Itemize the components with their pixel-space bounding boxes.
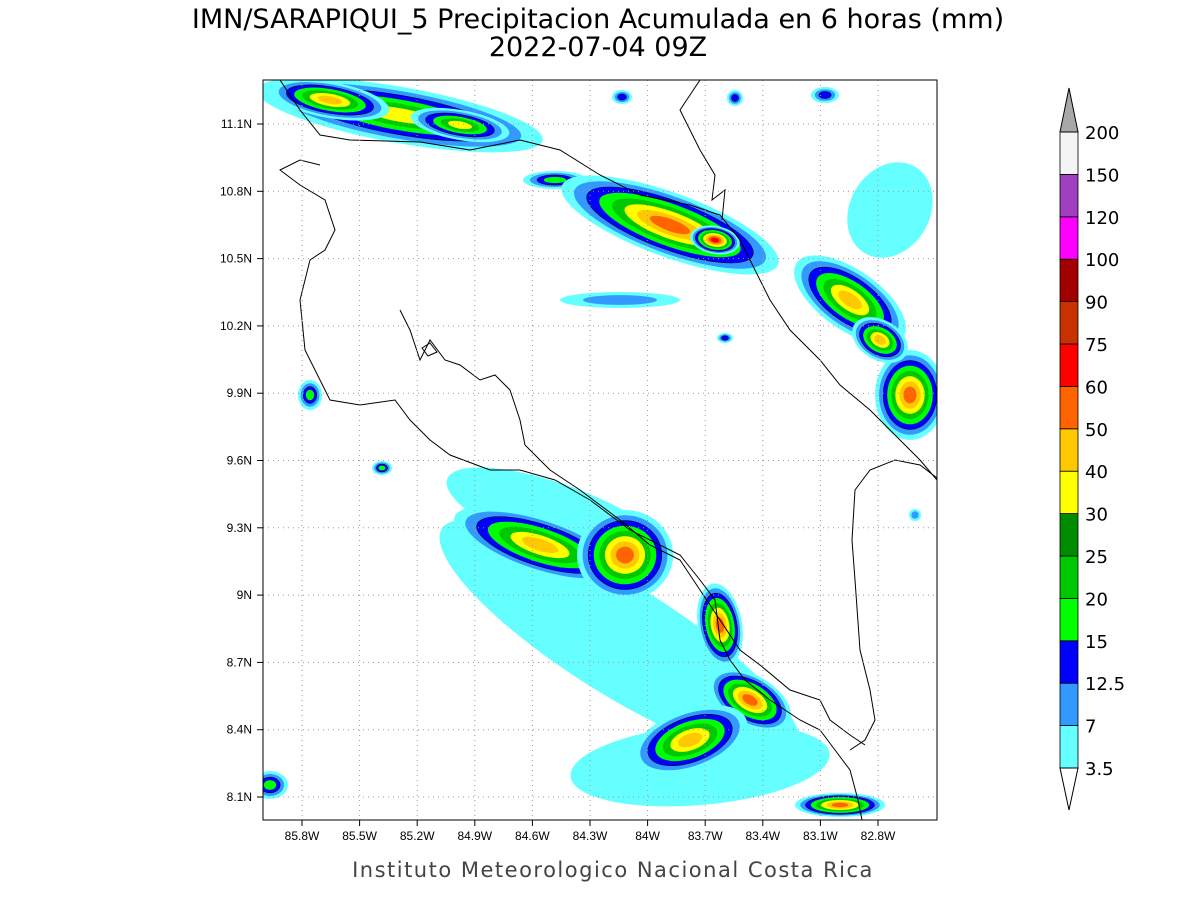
precip-contour	[378, 465, 386, 471]
colorbar-segment	[1059, 470, 1079, 515]
lat-tick-label: 8.7N	[227, 655, 252, 669]
colorbar: 3.5 7 12.5 15 20 25 30 40 50 60 75 90 100 120 150 200	[1059, 87, 1125, 811]
lon-tick-label: 84.9W	[457, 829, 492, 843]
lat-tick-label: 10.2N	[220, 319, 252, 333]
precip-contour	[721, 335, 729, 341]
colorbar-label: 30	[1085, 505, 1108, 526]
colorbar-segment	[1059, 598, 1079, 642]
subtitle: 2022-07-04 09Z	[489, 32, 707, 63]
colorbar-label: 100	[1085, 250, 1119, 271]
lon-tick-label: 85.5W	[342, 829, 377, 843]
lon-tick-label: 85.8W	[285, 829, 320, 843]
colorbar-segment	[1059, 513, 1079, 557]
lat-tick-label: 9.3N	[227, 521, 252, 535]
colorbar-segment	[1059, 258, 1079, 303]
lon-tick-label: 84.6W	[515, 829, 550, 843]
colorbar-label: 7	[1085, 717, 1096, 738]
colorbar-label: 12.5	[1085, 674, 1125, 695]
lat-tick-label: 11.1N	[221, 117, 252, 131]
precip-contour	[317, 95, 343, 105]
colorbar-segment	[1059, 555, 1079, 599]
precip-contour	[710, 237, 720, 243]
precip-contour	[677, 732, 703, 748]
precip-contour	[818, 91, 832, 99]
colorbar-label: 150	[1085, 165, 1119, 186]
lat-tick-label: 10.8N	[220, 184, 252, 198]
colorbar-segment	[1059, 131, 1079, 175]
colorbar-segment	[1059, 428, 1079, 472]
precip-contour	[911, 511, 919, 519]
lat-tick-label: 10.5N	[220, 252, 252, 266]
precip-contour	[543, 176, 567, 184]
colorbar-segment	[1059, 640, 1079, 684]
precip-contour	[903, 386, 917, 404]
colorbar-label: 15	[1085, 632, 1108, 653]
lat-tick-label: 9N	[237, 588, 252, 602]
lat-tick-label: 8.4N	[227, 723, 252, 737]
colorbar-segment	[1059, 682, 1079, 727]
colorbar-segment	[1059, 173, 1079, 218]
precip-contour	[616, 546, 634, 564]
lat-tick-label: 9.6N	[227, 454, 252, 468]
lon-tick-label: 83.1W	[803, 829, 838, 843]
colorbar-segment	[1059, 725, 1079, 769]
precip-contour	[617, 93, 627, 101]
precip-contour	[874, 335, 886, 345]
colorbar-label: 50	[1085, 420, 1108, 441]
title: IMN/SARAPIQUI_5 Precipitacion Acumulada …	[192, 4, 1004, 35]
axis-ticks: 85.8W 85.5W 85.2W 84.9W 84.6W 84.3W 84W 83.7W 83…	[220, 117, 896, 843]
precip-contour	[583, 295, 657, 305]
precip-contour	[649, 215, 691, 235]
colorbar-over	[1059, 87, 1079, 133]
precip-contour	[838, 290, 862, 310]
precip-contour	[847, 162, 933, 258]
colorbar-label: 40	[1085, 462, 1108, 483]
colorbar-segment	[1059, 385, 1079, 430]
lon-tick-label: 83.7W	[688, 829, 723, 843]
precip-contour	[831, 802, 849, 808]
precip-contour	[263, 780, 277, 790]
colorbar-segment	[1059, 301, 1079, 345]
colorbar-label: 20	[1085, 589, 1108, 610]
graticule	[263, 80, 937, 820]
colorbar-label: 75	[1085, 335, 1108, 356]
colorbar-label: 3.5	[1085, 759, 1114, 780]
map-frame	[262, 79, 938, 821]
lon-tick-label: 84W	[635, 829, 660, 843]
precip-contour	[439, 519, 801, 761]
lon-tick-label: 84.3W	[573, 829, 608, 843]
lon-tick-label: 82.8W	[861, 829, 896, 843]
lat-tick-label: 9.9N	[227, 386, 252, 400]
precip-contour	[448, 120, 472, 130]
colorbar-label: 120	[1085, 208, 1119, 229]
precip-contour	[742, 694, 758, 706]
precip-contour	[731, 94, 739, 102]
colorbar-under	[1059, 767, 1079, 811]
precip-contour	[305, 389, 315, 401]
lon-tick-label: 85.2W	[400, 829, 435, 843]
colorbar-segment	[1059, 216, 1079, 260]
colorbar-segment	[1059, 343, 1079, 387]
lon-tick-label: 83.4W	[745, 829, 780, 843]
precip-contour	[521, 536, 559, 554]
lat-tick-label: 8.1N	[227, 790, 252, 804]
colorbar-label: 60	[1085, 377, 1108, 398]
colorbar-label: 90	[1085, 293, 1108, 314]
footer: Instituto Meteorologico Nacional Costa R…	[352, 858, 874, 882]
colorbar-label: 200	[1085, 123, 1119, 144]
colorbar-label: 25	[1085, 547, 1108, 568]
